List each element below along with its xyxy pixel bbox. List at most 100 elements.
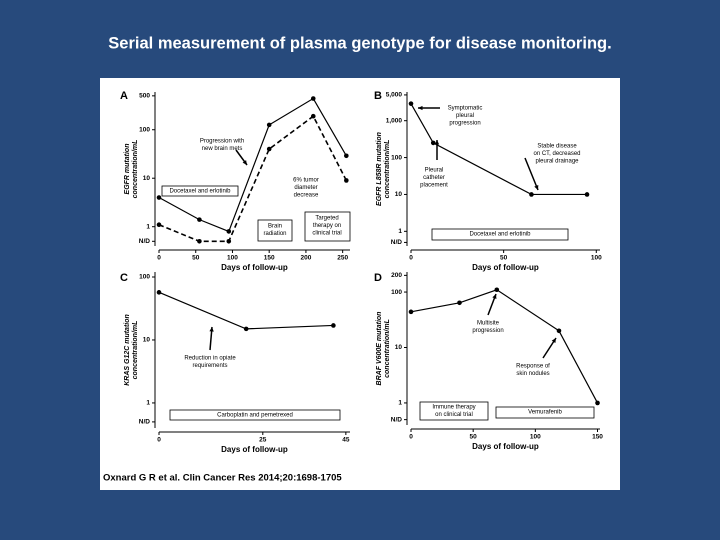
x-axis-title: Days of follow-up — [221, 263, 288, 272]
annotation: requirements — [192, 363, 227, 369]
data-point — [457, 300, 462, 306]
data-point — [584, 192, 590, 197]
annotation: therapy on — [313, 223, 341, 229]
annotation: radiation — [263, 231, 286, 237]
annotation: progression — [449, 121, 480, 127]
annotation: on clinical trial — [435, 412, 473, 418]
annotation: diameter — [294, 185, 317, 191]
data-point — [556, 328, 562, 334]
x-tick-label: 0 — [409, 255, 413, 262]
x-tick-label: 50 — [470, 434, 478, 441]
data-point — [156, 222, 162, 227]
y-tick-label: N/D — [391, 416, 403, 423]
annotation: Stable disease — [537, 144, 577, 150]
arrow — [524, 157, 539, 191]
annotation: 6% tumor — [293, 178, 319, 184]
arrow-head — [492, 294, 497, 299]
y-tick-label: 10 — [395, 344, 403, 351]
y-axis-title: EGFR mutationconcentration/mL — [124, 140, 139, 199]
annotation-box — [169, 409, 341, 421]
annotation-box — [257, 219, 293, 242]
y-tick-label: N/D — [139, 238, 151, 245]
y-tick-label: 1 — [146, 400, 150, 407]
data-point — [344, 178, 349, 183]
arrow-head — [434, 140, 440, 145]
data-point — [156, 195, 162, 200]
y-tick-label: 100 — [139, 126, 150, 133]
y-tick-label: 200 — [391, 272, 402, 279]
data-point — [494, 287, 500, 293]
y-axis-title-line: concentration/mL — [132, 321, 139, 380]
annotation: catheter — [423, 175, 445, 181]
annotation-box — [431, 228, 569, 241]
x-tick-label: 50 — [500, 255, 508, 262]
annotation: on CT, decreased — [533, 151, 580, 157]
annotation: Vemurafenib — [528, 410, 562, 416]
series-line — [158, 115, 348, 243]
annotation: pleural — [456, 113, 474, 119]
y-tick-label: 1 — [398, 228, 402, 235]
annotation: Reduction in opiate — [184, 356, 236, 362]
x-tick-label: 0 — [157, 255, 161, 262]
annotation-box — [419, 401, 489, 421]
y-tick-label: 100 — [391, 289, 402, 296]
x-tick-label: 200 — [300, 255, 311, 262]
annotation: Response of — [516, 364, 550, 370]
citation: Oxnard G R et al. Clin Cancer Res 2014;2… — [103, 473, 342, 484]
y-tick-label: 100 — [139, 274, 150, 281]
annotation: Progression with — [200, 139, 244, 145]
data-point — [430, 140, 436, 146]
x-tick-label: 250 — [337, 255, 348, 262]
x-tick-label: 100 — [227, 255, 238, 262]
data-point — [310, 96, 316, 101]
annotation: Pleural — [425, 168, 444, 174]
annotation: decrease — [294, 193, 319, 199]
y-axis-title: BRAF V600E mutationconcentration/mL — [376, 312, 391, 386]
data-point — [408, 309, 414, 315]
panel-label: B — [374, 90, 382, 102]
annotation: skin nodules — [516, 371, 549, 377]
data-point — [197, 217, 202, 222]
y-tick-label: 500 — [139, 93, 150, 100]
arrow-head — [209, 327, 214, 332]
annotation: Symptomatic — [448, 106, 483, 112]
y-tick-label: 10 — [143, 175, 151, 182]
y-axis-title-line: KRAS G12C mutation — [124, 314, 131, 386]
y-tick-label: 5,000 — [386, 92, 403, 99]
x-axis-title: Days of follow-up — [472, 442, 539, 451]
data-point — [243, 326, 249, 332]
arrow-head — [242, 160, 247, 165]
series-line — [410, 103, 588, 196]
x-tick-label: 150 — [592, 434, 603, 441]
data-point — [226, 229, 232, 234]
annotation: Docetaxel and erlotinib — [169, 189, 231, 195]
data-point — [266, 122, 272, 128]
y-axis-title-line: EGFR L858R mutation — [376, 132, 383, 206]
annotation: Immune therapy — [432, 405, 475, 411]
y-tick-label: 1,000 — [386, 117, 403, 124]
x-axis-title: Days of follow-up — [472, 263, 539, 272]
data-point — [310, 113, 316, 119]
panel-label: D — [374, 272, 382, 284]
arrow-head — [551, 338, 556, 343]
figure-panel — [100, 78, 620, 490]
y-axis-title-line: concentration/mL — [384, 319, 391, 378]
panel-label: A — [120, 90, 128, 102]
y-axis-title-line: BRAF V600E mutation — [376, 312, 383, 386]
y-axis-title-line: concentration/mL — [132, 140, 139, 199]
x-tick-label: 50 — [192, 255, 200, 262]
y-axis-title: KRAS G12C mutationconcentration/mL — [124, 314, 139, 386]
annotation: clinical trial — [312, 231, 341, 237]
y-axis-title-line: concentration/mL — [384, 140, 391, 199]
data-point — [156, 290, 162, 295]
annotation: Multisite — [477, 321, 500, 327]
data-point — [595, 400, 600, 406]
y-axis-title-line: EGFR mutation — [124, 144, 131, 195]
data-point — [266, 146, 272, 152]
x-tick-label: 150 — [264, 255, 275, 262]
data-point — [344, 153, 349, 159]
annotation-box — [304, 211, 351, 242]
x-tick-label: 45 — [342, 437, 350, 444]
annotation: Carboplatin and pemetrexed — [217, 413, 293, 419]
